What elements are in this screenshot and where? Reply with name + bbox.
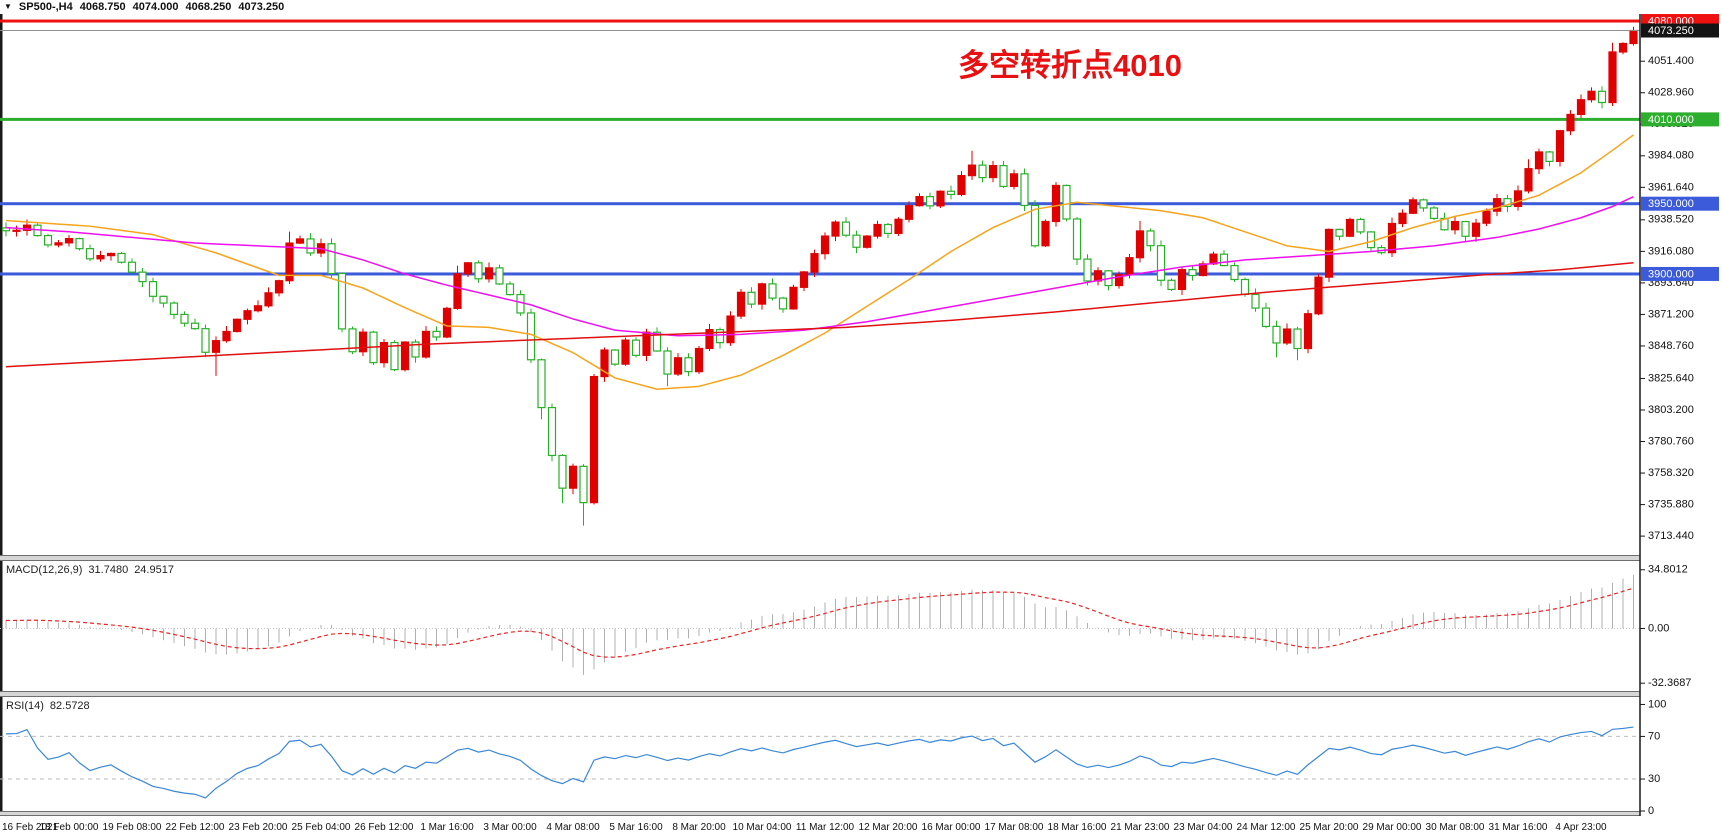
svg-text:4010.000: 4010.000 [1648,114,1694,126]
time-label: 25 Mar 20:00 [1300,822,1359,833]
hline-4080.000[interactable] [0,19,1640,23]
svg-text:3916.080: 3916.080 [1648,245,1694,257]
price-badge-4073.250: 4073.250 [1641,23,1719,38]
time-label: 12 Mar 20:00 [859,822,918,833]
quote-open: 4068.750 [79,1,126,13]
time-label: 26 Feb 12:00 [355,822,414,833]
svg-text:0: 0 [1648,805,1654,817]
time-label: 29 Mar 00:00 [1363,822,1422,833]
price-axis[interactable]: 4051.4004028.9604006.5203984.0803961.640… [1639,0,1722,839]
time-label: 4 Mar 08:00 [546,822,600,833]
rsi-current-value: 82.5728 [49,700,90,712]
chart-annotation-text: 多空转折点4010 [958,48,1182,83]
rsi-indicator-label: RSI(14) 82.5728 [6,700,90,712]
time-label: 25 Feb 04:00 [292,822,351,833]
time-label: 1 Mar 16:00 [420,822,474,833]
macd-indicator-label: MACD(12,26,9) 31.7480 24.9517 [6,564,174,576]
svg-text:3950.000: 3950.000 [1648,198,1694,210]
svg-text:0.00: 0.00 [1648,622,1669,634]
svg-text:4051.400: 4051.400 [1648,55,1694,67]
time-label: 30 Mar 08:00 [1426,822,1485,833]
chart-left-border [0,14,3,816]
svg-text:-32.3687: -32.3687 [1648,677,1691,689]
time-label: 8 Mar 20:00 [672,822,726,833]
svg-text:3825.640: 3825.640 [1648,372,1694,384]
symbol-quote-bar: ▼ SP500-,H4 4068.750 4074.000 4068.250 4… [0,0,1722,14]
price-badge-3900.000: 3900.000 [1641,266,1719,281]
time-label: 16 Mar 00:00 [922,822,981,833]
macd-signal-line [5,587,1634,658]
macd-signal-value: 24.9517 [134,564,174,576]
rsi-name: RSI(14) [6,700,44,712]
panel-separator-2[interactable] [0,811,1722,816]
rsi-panel[interactable] [0,726,1640,799]
panel-separator-0[interactable] [0,555,1722,561]
svg-text:4073.250: 4073.250 [1648,25,1694,37]
svg-text:3900.000: 3900.000 [1648,268,1694,280]
symbol-label: SP500-,H4 [18,1,73,13]
rsi-line [5,726,1634,799]
svg-text:3848.760: 3848.760 [1648,340,1694,352]
svg-text:3871.200: 3871.200 [1648,308,1694,320]
time-label: 10 Mar 04:00 [733,822,792,833]
panel-separator-1[interactable] [0,691,1722,697]
symbol-dropdown-icon[interactable]: ▼ [4,2,12,11]
hline-3950.000[interactable] [0,202,1640,206]
time-label: 23 Feb 20:00 [229,822,288,833]
time-label: 22 Feb 12:00 [166,822,225,833]
macd-current-value: 31.7480 [88,564,129,576]
time-label: 18 Feb 00:00 [40,822,99,833]
time-label: 11 Mar 12:00 [796,822,855,833]
macd-panel[interactable] [0,574,1640,675]
time-label: 17 Mar 08:00 [985,822,1044,833]
macd-histogram [5,574,1634,675]
svg-text:3758.320: 3758.320 [1648,467,1694,479]
svg-text:3961.640: 3961.640 [1648,181,1694,193]
time-label: 5 Mar 16:00 [609,822,663,833]
svg-text:30: 30 [1648,773,1660,785]
svg-text:3984.080: 3984.080 [1648,150,1694,162]
time-label: 18 Mar 16:00 [1048,822,1107,833]
svg-text:34.8012: 34.8012 [1648,564,1688,576]
time-label: 16 Feb 2021 [2,822,59,833]
candles [1,26,1638,526]
quote-close: 4073.250 [238,1,285,13]
time-label: 24 Mar 12:00 [1237,822,1296,833]
svg-text:3938.520: 3938.520 [1648,214,1694,226]
macd-name: MACD(12,26,9) [6,564,83,576]
quote-low: 4068.250 [185,1,232,13]
price-badge-4010.000: 4010.000 [1641,112,1719,127]
hline-4010.000[interactable] [0,117,1640,121]
price-badge-3950.000: 3950.000 [1641,196,1719,211]
ma-fast-orange [5,134,1634,390]
svg-text:4028.960: 4028.960 [1648,87,1694,99]
time-label: 23 Mar 04:00 [1174,822,1233,833]
svg-text:3803.200: 3803.200 [1648,404,1694,416]
time-label: 31 Mar 16:00 [1489,822,1548,833]
time-label: 21 Mar 23:00 [1111,822,1170,833]
time-label: 3 Mar 00:00 [483,822,537,833]
svg-text:70: 70 [1648,730,1660,742]
svg-text:100: 100 [1648,698,1666,710]
svg-text:3713.440: 3713.440 [1648,530,1694,542]
svg-text:3780.760: 3780.760 [1648,435,1694,447]
ma-slow-red [5,261,1634,368]
hline-3900.000[interactable] [0,272,1640,276]
time-label: 19 Feb 08:00 [103,822,162,833]
horizontal-level-lines[interactable] [0,19,1640,276]
time-label: 4 Apr 23:00 [1555,822,1607,833]
svg-text:3735.880: 3735.880 [1648,498,1694,510]
quote-high: 4074.000 [132,1,179,13]
